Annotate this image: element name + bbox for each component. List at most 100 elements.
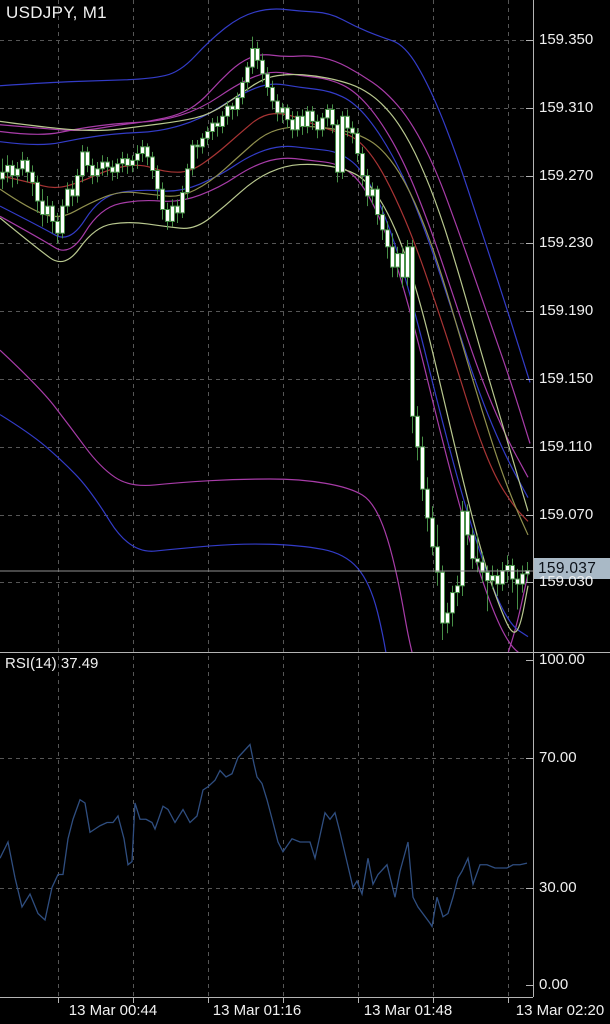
candlestick xyxy=(275,94,280,122)
candlestick xyxy=(175,199,180,224)
candlestick xyxy=(485,565,490,612)
candlestick xyxy=(360,146,365,186)
candlestick xyxy=(430,506,435,556)
candlestick xyxy=(405,240,410,286)
candlestick xyxy=(375,185,380,225)
candlestick xyxy=(515,568,520,610)
candlestick xyxy=(495,568,500,596)
bollinger-tight-lower xyxy=(0,145,529,638)
candlestick xyxy=(0,158,5,190)
candlestick xyxy=(460,501,465,596)
envelope-wide-lower xyxy=(0,349,529,652)
candlestick xyxy=(155,165,160,200)
candlestick xyxy=(90,158,95,185)
channel-upper xyxy=(0,73,529,512)
candlestick xyxy=(325,104,330,127)
candlestick xyxy=(440,565,445,641)
candlestick xyxy=(490,565,495,590)
candlestick xyxy=(150,151,155,179)
candlestick xyxy=(245,62,250,91)
candlestick xyxy=(240,77,245,105)
candlestick xyxy=(170,199,175,227)
candlestick xyxy=(230,102,235,120)
candlestick xyxy=(270,80,275,110)
candlestick xyxy=(265,67,270,96)
candlestick xyxy=(160,182,165,220)
candlestick xyxy=(285,104,290,129)
candlestick xyxy=(450,585,455,627)
candlestick xyxy=(355,128,360,163)
candlestick xyxy=(455,575,460,607)
candlestick xyxy=(250,36,255,74)
candlestick xyxy=(30,165,35,196)
candlestick xyxy=(415,406,420,461)
bollinger-wide-lower xyxy=(0,414,387,652)
candlestick xyxy=(400,246,405,288)
candlestick xyxy=(75,168,80,203)
candlestick xyxy=(310,106,315,130)
candlestick xyxy=(305,106,310,134)
candlestick xyxy=(280,102,285,124)
candlestick xyxy=(350,121,355,144)
candlestick xyxy=(80,145,85,183)
candlestick xyxy=(225,101,230,125)
candlestick xyxy=(110,160,115,181)
candlestick xyxy=(50,201,55,234)
candlestick xyxy=(120,151,125,173)
candlestick xyxy=(370,182,375,205)
candlestick xyxy=(190,140,195,176)
candlestick xyxy=(295,111,300,137)
candlestick xyxy=(300,109,305,135)
candlestick xyxy=(500,562,505,591)
candlestick xyxy=(435,524,440,586)
candlestick xyxy=(135,145,140,169)
candlestick xyxy=(215,116,220,137)
candlestick xyxy=(65,182,70,213)
candlestick xyxy=(25,156,30,183)
candlestick xyxy=(335,119,340,183)
candlestick xyxy=(290,111,295,139)
candlestick xyxy=(480,551,485,583)
candlestick xyxy=(510,558,515,593)
candlestick xyxy=(445,602,450,634)
candlestick xyxy=(330,104,335,134)
candlestick xyxy=(410,240,415,434)
candlestick xyxy=(115,158,120,179)
candlestick xyxy=(55,212,60,244)
envelope-tight-upper xyxy=(0,71,529,478)
envelope-tight-lower xyxy=(0,157,520,652)
candlestick xyxy=(15,162,20,185)
candlestick xyxy=(345,109,350,137)
candlestick xyxy=(390,233,395,278)
candlestick xyxy=(220,111,225,134)
bollinger-tight-upper xyxy=(0,83,529,498)
candlestick xyxy=(95,162,100,183)
candlestick xyxy=(145,143,150,166)
bollinger-wide-upper xyxy=(0,8,531,383)
candlestick xyxy=(260,53,265,83)
candlestick xyxy=(85,146,90,173)
candlestick-series xyxy=(0,36,530,641)
candlestick xyxy=(470,528,475,569)
candlestick xyxy=(340,111,345,179)
candlestick xyxy=(320,112,325,137)
candlestick xyxy=(105,156,110,176)
candlestick xyxy=(425,477,430,532)
candlestick xyxy=(130,155,135,173)
candlestick xyxy=(235,92,240,117)
candlestick xyxy=(380,206,385,241)
candlestick xyxy=(395,246,400,278)
candlestick xyxy=(45,195,50,224)
candlestick xyxy=(10,160,15,188)
candlestick xyxy=(70,180,75,207)
candlestick xyxy=(180,185,185,218)
candlestick xyxy=(200,133,205,154)
candlestick xyxy=(525,562,530,583)
candlestick xyxy=(475,534,480,573)
channel-lower xyxy=(0,163,529,633)
candlestick xyxy=(255,41,260,69)
candlestick xyxy=(315,114,320,139)
candlestick xyxy=(420,436,425,502)
